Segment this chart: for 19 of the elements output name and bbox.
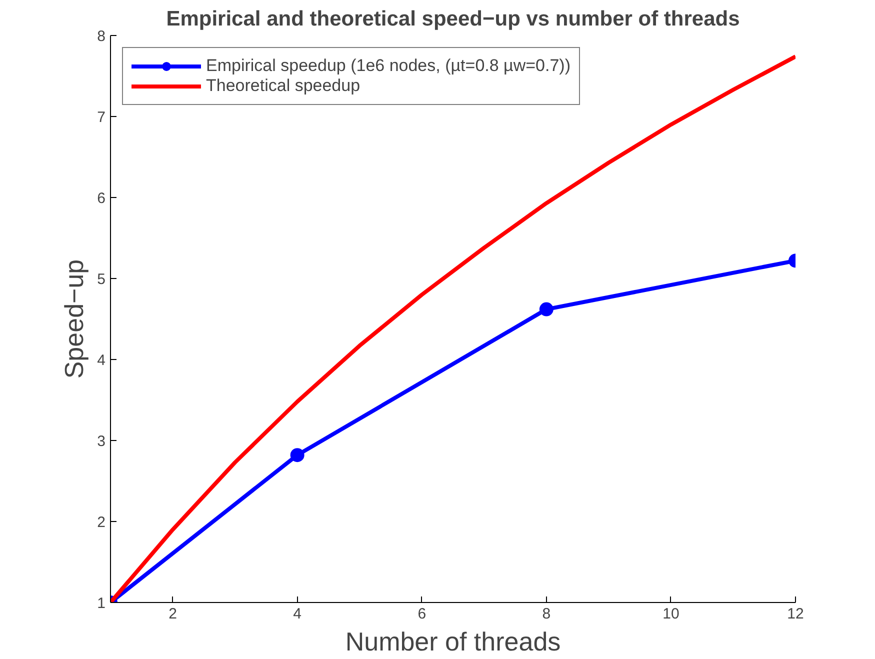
- y-tick-label: 1: [97, 595, 106, 612]
- y-axis-title: Speed−up: [59, 259, 90, 379]
- x-tick-label: 12: [787, 606, 804, 622]
- x-tick-label: 4: [293, 606, 302, 622]
- legend-label: Empirical speedup (1e6 nodes, (µt=0.8 µw=0.7)): [206, 56, 571, 76]
- y-tick-label: 7: [97, 109, 106, 126]
- y-tick-label: 2: [97, 514, 106, 531]
- x-tick-label: 2: [168, 606, 177, 622]
- x-tick-label: 6: [418, 606, 426, 622]
- x-tick-label: 8: [542, 606, 551, 622]
- y-tick-label: 6: [97, 190, 106, 207]
- chart-title: Empirical and theoretical speed−up vs number of threads: [166, 8, 740, 30]
- y-tick-label: 3: [97, 433, 106, 450]
- y-tick-label: 8: [97, 28, 106, 45]
- legend-label: Theoretical speedup: [206, 76, 360, 96]
- x-axis-title: Number of threads: [345, 626, 561, 656]
- x-tick-label: 10: [662, 606, 680, 622]
- y-tick-label: 5: [97, 271, 106, 288]
- y-tick-label: 4: [97, 352, 106, 369]
